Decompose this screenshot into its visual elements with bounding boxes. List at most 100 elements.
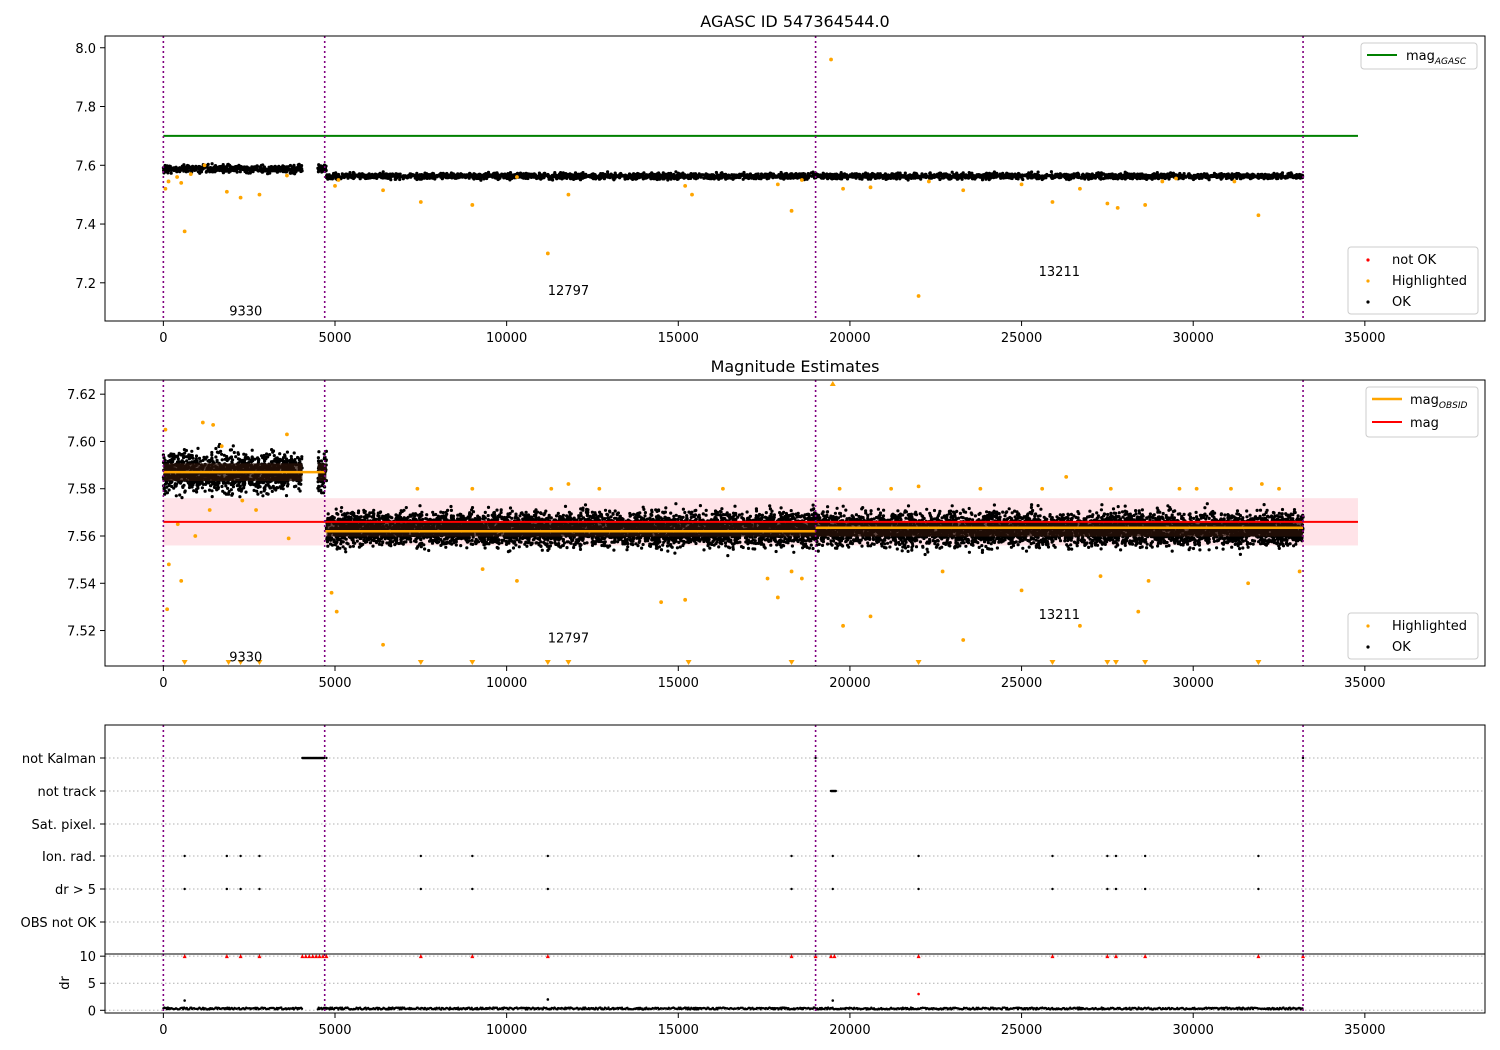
magest-clipped-low-marker — [237, 660, 244, 665]
flag-point — [471, 854, 474, 858]
legend-label-mag-agasc: magAGASC — [1406, 49, 1467, 67]
flag-point — [183, 887, 186, 891]
magest-highlighted-point — [889, 486, 894, 491]
magest-clipped-low-marker — [565, 660, 572, 665]
panel-agasc-frame — [104, 35, 1486, 322]
legend-label-ok-2: OK — [1392, 640, 1411, 655]
flag-point — [1051, 854, 1054, 858]
dr-clipped-marker — [307, 954, 312, 959]
panel-dr-ylabel: dr — [58, 976, 73, 990]
magest-highlighted-point — [868, 614, 873, 619]
agasc-highlighted-point — [545, 251, 550, 256]
dr-outlier-point — [917, 992, 920, 996]
agasc-ok-points — [324, 170, 1305, 182]
flag-point — [325, 756, 328, 760]
agasc-xtick-label: 20000 — [829, 331, 870, 346]
agasc-highlighted-point — [566, 192, 571, 197]
dr-outlier-point — [831, 999, 835, 1002]
dr-xtick-label: 0 — [159, 1023, 167, 1038]
dr-xtick-label: 10000 — [486, 1023, 527, 1038]
magest-highlighted-point — [841, 623, 845, 628]
agasc-highlighted-point — [1115, 205, 1120, 210]
dr-ytick-label: 0 — [88, 1004, 96, 1019]
magest-xtick-label: 25000 — [1001, 676, 1042, 691]
magest-highlighted-point — [175, 522, 180, 527]
legend-label-highlighted-2: Highlighted — [1392, 619, 1467, 634]
magest-highlighted-point — [683, 597, 688, 602]
flag-label: dr > 5 — [55, 883, 96, 898]
agasc-highlighted-point — [1078, 186, 1082, 191]
flag-point — [1106, 854, 1109, 858]
magest-xtick-label: 20000 — [829, 676, 870, 691]
magest-clipped-low-marker — [915, 660, 922, 665]
dr-xtick-label: 25000 — [1001, 1023, 1042, 1038]
panel-magnitude-title: Magnitude Estimates — [711, 357, 880, 376]
magest-highlighted-point — [566, 482, 571, 486]
flag-point — [419, 854, 423, 858]
agasc-xtick-label: 5000 — [318, 331, 351, 346]
flag-point — [917, 854, 920, 858]
agasc-highlighted-point — [175, 175, 179, 179]
flag-label: not track — [37, 785, 96, 800]
dr-clipped-marker — [829, 954, 834, 959]
agasc-highlighted-point — [336, 178, 341, 182]
magest-highlighted-point — [515, 579, 519, 583]
agasc-xtick-label: 0 — [159, 331, 167, 346]
dr-baseline-points — [162, 1006, 304, 1011]
magest-ytick-label: 7.60 — [67, 435, 96, 450]
magest-highlighted-point — [1246, 581, 1251, 586]
flag-point — [831, 887, 834, 891]
flag-point — [225, 854, 229, 858]
agasc-highlighted-point — [868, 185, 873, 190]
flag-label: not Kalman — [22, 752, 96, 767]
dr-clipped-marker — [832, 954, 837, 959]
magest-highlighted-point — [329, 590, 334, 595]
agasc-highlighted-point — [1232, 179, 1237, 184]
panel-agasc-legend-top: magAGASC — [1360, 42, 1478, 70]
agasc-highlighted-point — [1143, 203, 1148, 207]
flag-point — [1301, 756, 1305, 760]
magest-highlighted-point — [775, 595, 780, 600]
flag-point — [239, 854, 242, 858]
agasc-highlighted-point — [188, 172, 193, 176]
flag-point — [790, 887, 793, 891]
magest-highlighted-point — [193, 534, 198, 538]
magest-highlighted-point — [1177, 486, 1182, 491]
dr-clipped-marker — [238, 954, 243, 959]
panel-magnitude-estimates: Magnitude Estimates 9330 12797 13211 0 5000… — [67, 357, 1486, 691]
magest-highlighted-point — [179, 579, 184, 583]
magest-clipped-low-marker — [544, 660, 551, 665]
magest-highlighted-point — [207, 508, 212, 512]
flag-label: OBS not OK — [21, 916, 97, 931]
magest-highlighted-point — [1277, 486, 1281, 491]
magest-highlighted-point — [415, 486, 420, 491]
magest-xtick-label: 30000 — [1173, 676, 1214, 691]
magest-highlighted-point — [254, 508, 258, 512]
magest-clipped-low-marker — [1104, 660, 1111, 665]
magest-ytick-label: 7.54 — [67, 577, 96, 592]
agasc-highlighted-point — [515, 175, 519, 179]
agasc-ok-points — [161, 162, 304, 176]
magest-highlighted-point — [978, 486, 983, 491]
magest-clipped-low-marker — [256, 660, 263, 665]
agasc-highlighted-point — [1050, 200, 1055, 204]
agasc-highlighted-point — [683, 183, 688, 188]
dr-clipped-marker — [320, 954, 325, 959]
magest-highlighted-point — [1108, 486, 1113, 491]
flag-label: Sat. pixel. — [32, 818, 96, 833]
magest-highlighted-point — [211, 423, 216, 427]
dr-clipped-marker — [418, 954, 423, 959]
legend-label-highlighted: Highlighted — [1392, 274, 1467, 289]
agasc-xtick-label: 25000 — [1001, 331, 1042, 346]
magest-highlighted-point — [166, 562, 171, 567]
dr-clipped-marker — [314, 954, 319, 959]
agasc-xtick-label: 35000 — [1344, 331, 1385, 346]
agasc-highlighted-point — [789, 208, 794, 213]
legend-label-mag: mag — [1410, 416, 1439, 431]
magest-highlighted-point — [1229, 486, 1233, 491]
agasc-highlighted-point — [381, 188, 385, 193]
magest-xtick-label: 15000 — [658, 676, 699, 691]
magest-highlighted-point — [1259, 482, 1264, 486]
agasc-obsid-label: 12797 — [548, 284, 589, 299]
